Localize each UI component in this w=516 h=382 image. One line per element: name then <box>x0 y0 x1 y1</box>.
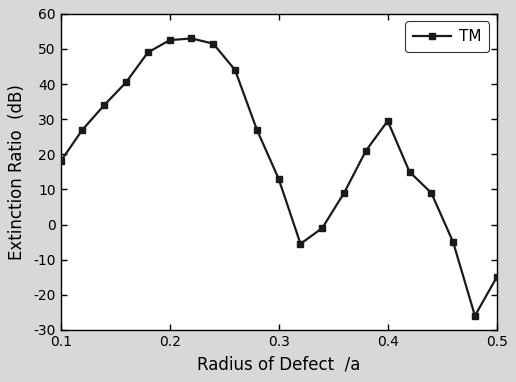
TM <box>232 68 238 72</box>
TM <box>297 241 303 246</box>
TM <box>363 149 369 153</box>
Y-axis label: Extinction Ratio  (dB): Extinction Ratio (dB) <box>8 84 26 260</box>
TM <box>341 191 347 195</box>
TM <box>472 314 478 318</box>
TM <box>450 240 456 244</box>
TM <box>58 159 64 163</box>
TM <box>79 128 86 132</box>
TM <box>319 226 326 230</box>
TM <box>254 128 260 132</box>
Line: TM: TM <box>57 35 500 319</box>
TM <box>145 50 151 55</box>
TM <box>494 275 500 280</box>
TM <box>167 38 173 42</box>
TM <box>210 41 216 46</box>
TM <box>188 36 195 41</box>
X-axis label: Radius of Defect  /a: Radius of Defect /a <box>197 356 360 374</box>
TM <box>123 80 129 84</box>
TM <box>101 103 107 107</box>
Legend: TM: TM <box>406 21 489 52</box>
TM <box>276 176 282 181</box>
TM <box>384 119 391 123</box>
TM <box>407 170 413 174</box>
TM <box>428 191 434 195</box>
